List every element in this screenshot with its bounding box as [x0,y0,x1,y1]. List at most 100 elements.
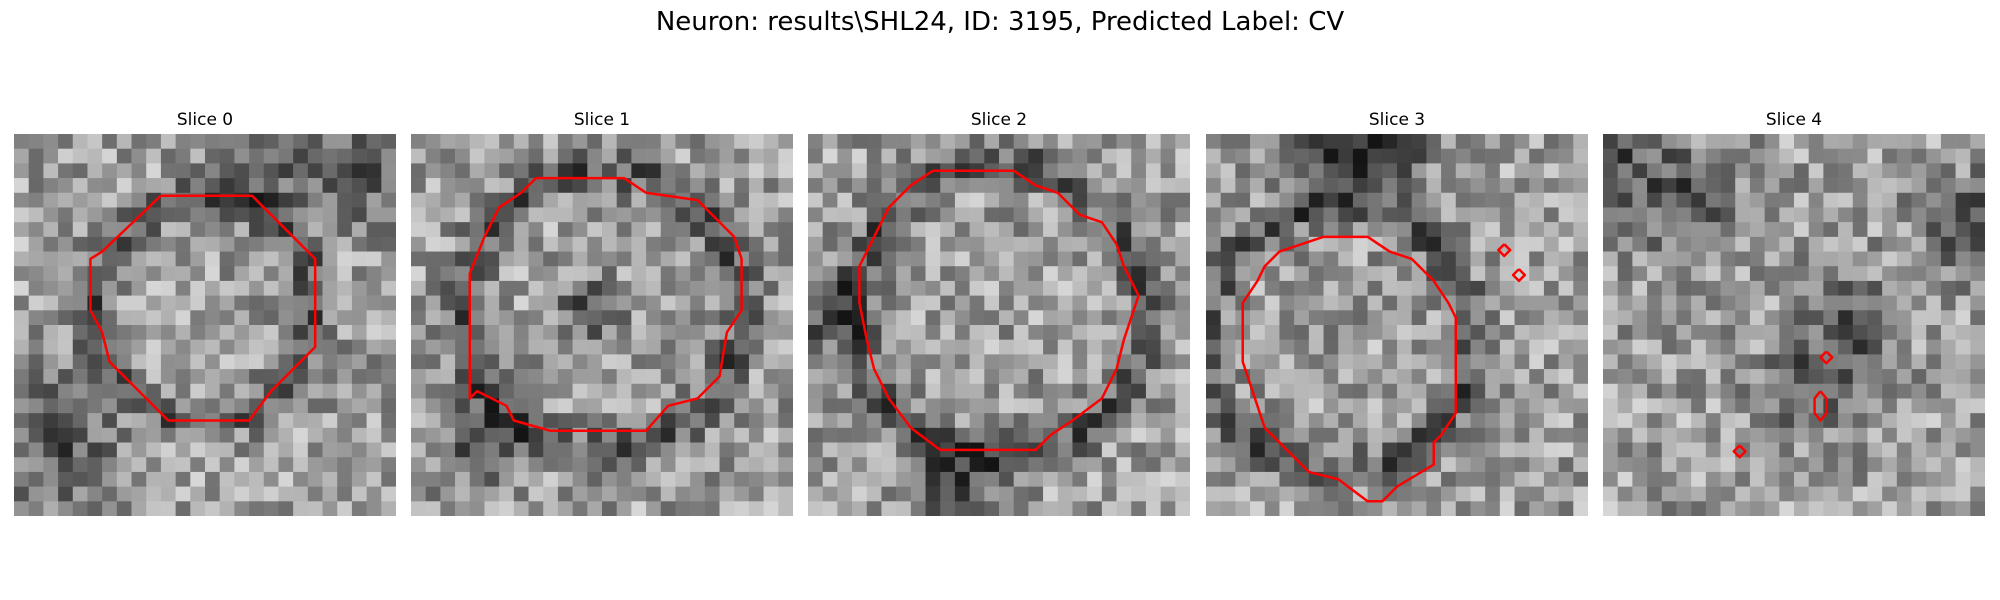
pixel [43,222,59,238]
pixel [425,280,441,296]
pixel [1279,207,1295,223]
pixel [1676,134,1692,149]
pixel [337,354,353,370]
pixel [1043,325,1059,340]
pixel [278,192,294,208]
pixel [58,295,74,311]
pixel [719,471,735,487]
pixel [1397,442,1412,458]
pixel [131,369,147,385]
pixel [1057,486,1073,502]
pixel [1529,295,1545,311]
pixel [1838,295,1854,311]
pixel [14,251,29,267]
pixel [587,354,603,370]
pixel [763,192,779,208]
pixel [1308,251,1324,267]
pixel [455,280,471,296]
pixel [1764,339,1780,355]
pixel [925,369,941,385]
pixel [1294,192,1310,208]
pixel [28,354,44,370]
pixel [1441,207,1457,223]
pixel [1558,501,1574,516]
pixel [1603,207,1618,223]
pixel [1926,222,1942,238]
pixel [1175,427,1190,443]
pixel [1028,383,1044,399]
pixel [1485,413,1501,429]
pixel [160,486,176,502]
pixel [866,427,882,443]
pixel [1499,163,1515,179]
pixel [748,148,764,164]
pixel [1043,369,1059,385]
pixel [425,251,441,267]
pixel [748,457,764,473]
pixel [293,280,309,296]
pixel [1087,427,1103,443]
pixel [1808,325,1824,340]
pixel [1470,398,1486,414]
pixel [1882,222,1898,238]
pixel [1043,413,1059,429]
pixel [954,413,970,429]
pixel [234,354,250,370]
pixel [778,192,793,208]
pixel [704,134,720,149]
pixel [822,236,838,252]
pixel [1323,280,1339,296]
pixel [425,501,441,516]
pixel [1397,383,1412,399]
pixel [14,280,29,296]
pixel [28,427,44,443]
pixel [249,178,265,194]
pixel [1661,339,1677,355]
pixel [1867,427,1883,443]
pixel [263,501,279,516]
pixel [1911,325,1927,340]
pixel [1043,222,1059,238]
pixel [249,134,265,149]
pixel [1250,457,1266,473]
pixel [1867,178,1883,194]
pixel [131,310,147,326]
pixel [852,427,868,443]
pixel [881,413,897,429]
pixel [675,222,691,238]
pixel [1057,383,1073,399]
pixel [366,383,382,399]
pixel [219,148,235,164]
pixel [1749,207,1765,223]
pixel [1455,163,1471,179]
pixel [131,163,147,179]
pixel [1101,398,1117,414]
pixel [116,383,132,399]
pixel [808,222,823,238]
pixel [366,310,382,326]
pixel [984,295,1000,311]
pixel [190,266,206,282]
pixel [205,427,220,443]
pixel [263,457,279,473]
pixel [1206,339,1221,355]
pixel [808,251,823,267]
pixel [1838,134,1854,149]
pixel [587,134,603,149]
pixel [822,383,838,399]
pixel [778,471,793,487]
pixel [307,486,323,502]
pixel [631,207,647,223]
pixel [1735,178,1751,194]
pixel [1160,280,1176,296]
pixel [455,192,471,208]
pixel [1499,383,1515,399]
pixel [455,178,471,194]
pixel [513,339,529,355]
pixel [925,413,941,429]
pixel [1647,280,1663,296]
pixel [249,486,265,502]
pixel [1426,192,1442,208]
pixel [1323,383,1339,399]
pixel [455,222,471,238]
